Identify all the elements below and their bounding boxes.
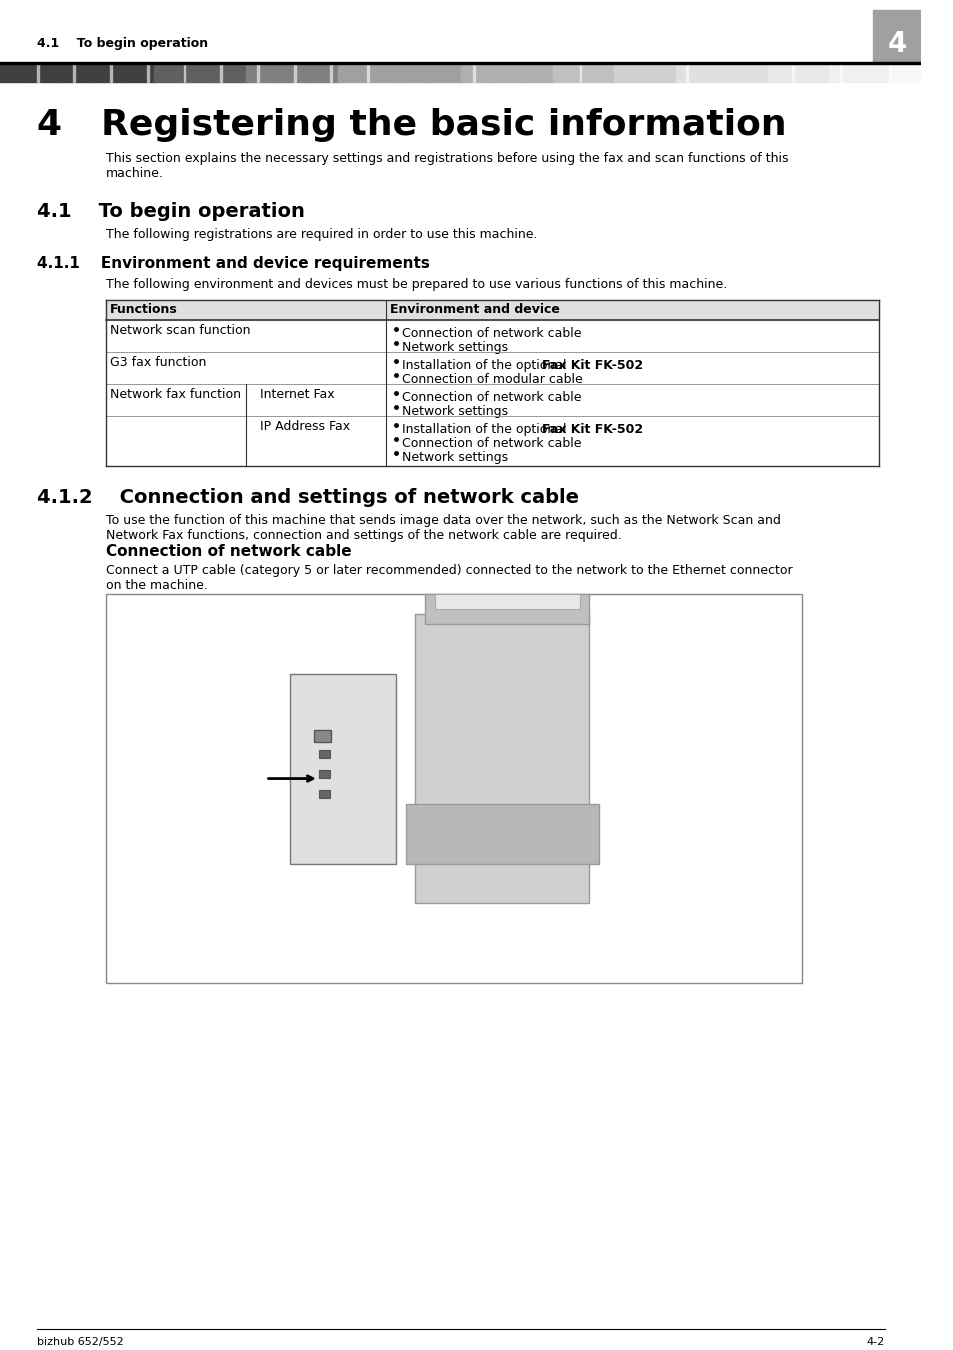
Bar [887,63,890,82]
Text: Fax Kit FK-502: Fax Kit FK-502 [541,359,642,371]
Text: Network settings: Network settings [401,405,507,417]
Text: Network fax function: Network fax function [110,387,241,401]
Bar [644,63,676,82]
Bar [405,803,598,864]
Text: 4: 4 [36,108,62,142]
Text: Network settings: Network settings [401,340,507,354]
Bar [106,320,878,352]
Bar [424,594,589,624]
Text: Internet Fax: Internet Fax [259,387,335,401]
Bar [737,63,768,82]
Text: Functions: Functions [110,302,177,316]
Bar [706,63,738,82]
Bar [106,300,878,320]
Text: IP Address Fax: IP Address Fax [259,420,350,433]
Bar [290,674,395,864]
Text: Installation of the optional: Installation of the optional [401,359,570,371]
Bar [798,63,829,82]
Bar [473,63,475,82]
Bar [791,63,793,82]
Bar [183,63,185,82]
Bar [61,63,93,82]
Bar [314,729,331,741]
Bar [767,63,799,82]
Text: bizhub 652/552: bizhub 652/552 [36,1338,123,1347]
Bar [0,30,921,62]
Bar [0,62,921,63]
Text: Network settings: Network settings [401,451,507,464]
Text: 4: 4 [886,30,906,58]
Bar [214,63,247,82]
Bar [106,594,801,983]
Text: To use the function of this machine that sends image data over the network, such: To use the function of this machine that… [106,514,781,541]
Text: 4-2: 4-2 [865,1338,883,1347]
Bar [337,63,369,82]
Bar [872,9,921,62]
Text: Connect a UTP cable (category 5 or later recommended) connected to the network t: Connect a UTP cable (category 5 or later… [106,564,792,591]
Text: Connection of network cable: Connection of network cable [401,327,580,340]
Bar [256,63,258,82]
Bar [106,383,878,416]
Text: Connection of modular cable: Connection of modular cable [401,373,582,386]
Text: Connection of network cable: Connection of network cable [401,390,580,404]
Bar [318,749,330,757]
Bar [860,63,891,82]
Bar [110,63,112,82]
Bar [553,63,584,82]
Text: Registering the basic information: Registering the basic information [101,108,786,142]
Text: G3 fax function: G3 fax function [110,356,206,369]
Bar [415,614,589,903]
Bar [840,63,841,82]
Bar [890,63,922,82]
Bar [220,63,222,82]
Text: This section explains the necessary settings and registrations before using the : This section explains the necessary sett… [106,153,788,180]
Bar [435,594,578,609]
Bar [307,63,338,82]
Text: 4.1.2    Connection and settings of network cable: 4.1.2 Connection and settings of network… [36,487,578,506]
Bar [675,63,707,82]
Bar [184,63,215,82]
Text: Fax Kit FK-502: Fax Kit FK-502 [541,423,642,436]
Bar [521,63,554,82]
Bar [153,63,185,82]
Bar [430,63,461,82]
Bar [578,63,581,82]
Text: 4.1    To begin operation: 4.1 To begin operation [36,38,208,50]
Bar [318,769,330,778]
Bar [614,63,645,82]
Text: 4.1    To begin operation: 4.1 To begin operation [36,202,304,221]
Text: The following environment and devices must be prepared to use various functions : The following environment and devices mu… [106,278,727,290]
Bar [106,352,878,383]
Bar [318,790,330,798]
Bar [30,63,62,82]
Bar [276,63,308,82]
Bar [460,63,492,82]
Bar [330,63,332,82]
Bar [583,63,615,82]
Bar [73,63,75,82]
Bar [106,416,878,466]
Text: The following registrations are required in order to use this machine.: The following registrations are required… [106,228,537,240]
Bar [36,63,38,82]
Bar [147,63,149,82]
Text: 4.1.1    Environment and device requirements: 4.1.1 Environment and device requirement… [36,256,429,271]
Bar [92,63,124,82]
Text: Network scan function: Network scan function [110,324,251,336]
Bar [828,63,861,82]
Bar [0,63,31,82]
Text: Environment and device: Environment and device [390,302,559,316]
Bar [685,63,687,82]
Text: Connection of network cable: Connection of network cable [106,544,352,559]
Bar [294,63,295,82]
Text: Connection of network cable: Connection of network cable [401,437,580,450]
Bar [123,63,154,82]
Bar [399,63,431,82]
Bar [491,63,522,82]
Bar [246,63,277,82]
Bar [368,63,400,82]
Bar [367,63,369,82]
Text: Installation of the optional: Installation of the optional [401,423,570,436]
